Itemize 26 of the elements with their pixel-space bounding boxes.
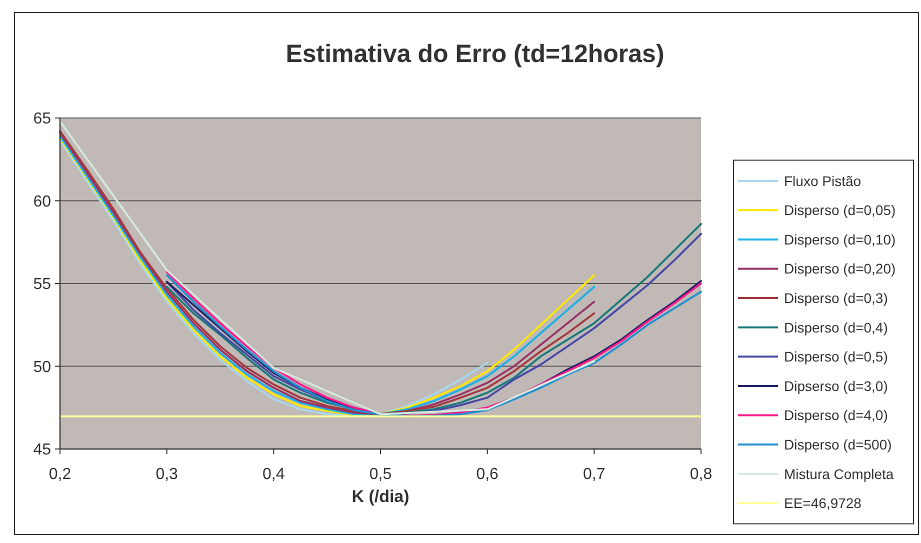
- y-tick-label: 45: [33, 442, 52, 459]
- x-axis-title: K (/dia): [352, 487, 410, 506]
- x-tick-label: 0,8: [690, 466, 712, 483]
- y-tick-label: 60: [33, 193, 52, 210]
- legend-label: Fluxo Pistão: [784, 172, 862, 189]
- legend-label: Disperso (d=0,3): [784, 290, 888, 306]
- legend-label: Disperso (d=4,0): [784, 407, 888, 424]
- legend-label: Disperso (d=0,4): [784, 319, 888, 336]
- x-tick-label: 0,3: [156, 466, 178, 483]
- x-tick-label: 0,2: [48, 466, 72, 483]
- y-tick-label: 65: [33, 110, 52, 128]
- legend-label: Disperso (d=500): [784, 436, 892, 452]
- x-tick-label: 0,7: [583, 466, 606, 483]
- legend-label: Disperso (d=0,10): [784, 231, 896, 248]
- chart-title: Estimativa do Erro (td=12horas): [286, 40, 664, 68]
- y-tick-label: 55: [33, 276, 52, 294]
- legend-label: Disperso (d=0,20): [784, 260, 896, 277]
- legend-label: Mistura Completa: [784, 466, 894, 482]
- legend-label: Dipserso (d=3,0): [784, 378, 888, 394]
- x-tick-label: 0,4: [262, 466, 285, 483]
- legend-label: Disperso (d=0,05): [784, 202, 896, 218]
- x-tick-label: 0,6: [476, 466, 499, 483]
- legend-label: EE=46,9728: [784, 495, 862, 512]
- legend-label: Disperso (d=0,5): [784, 348, 888, 365]
- x-tick-label: 0,5: [369, 466, 392, 483]
- y-tick-label: 50: [33, 358, 52, 376]
